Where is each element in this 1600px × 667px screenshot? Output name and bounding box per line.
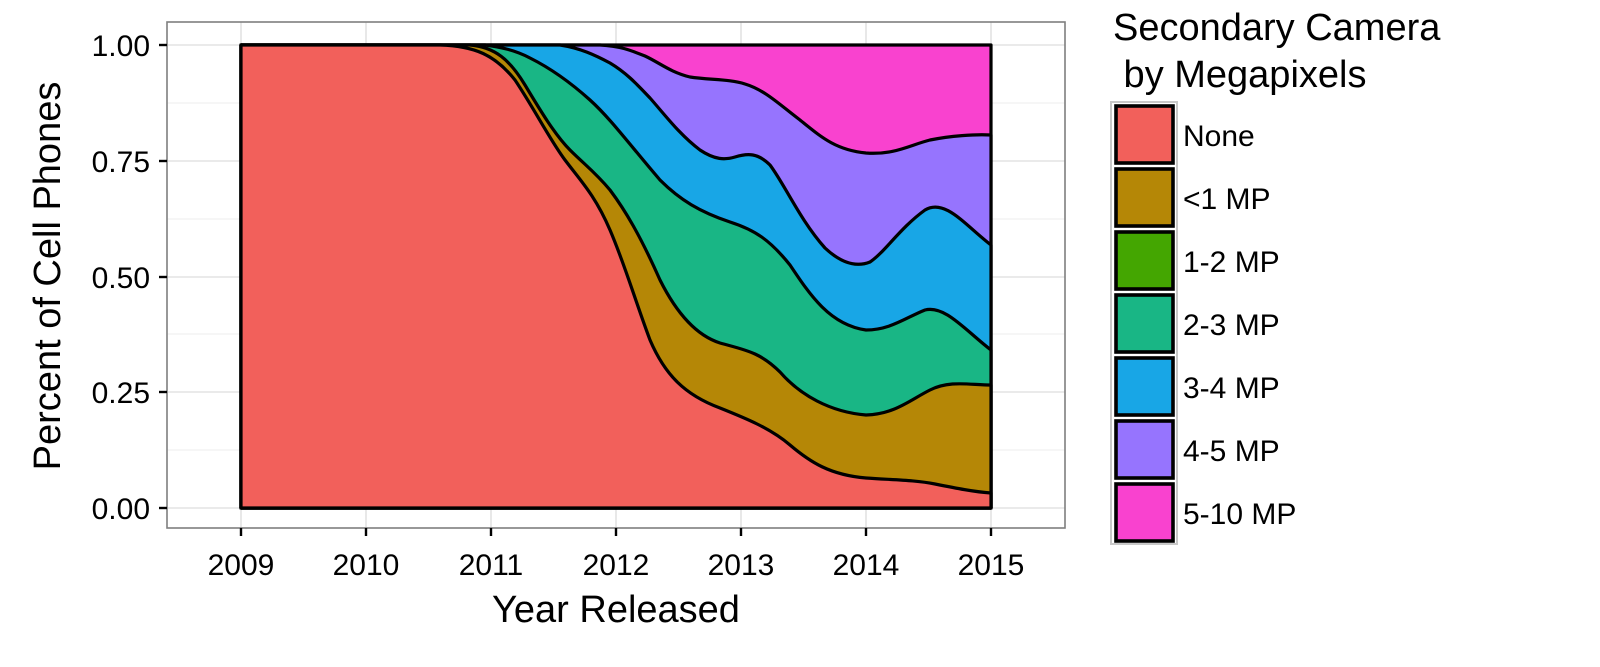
plot-panel xyxy=(166,21,1066,529)
legend-swatch-2-3mp xyxy=(1114,293,1175,354)
legend-title-line2: by Megapixels xyxy=(1113,54,1366,96)
legend-swatch-none xyxy=(1114,104,1175,165)
legend-label: 1-2 MP xyxy=(1183,246,1280,279)
legend-swatch-3-4mp xyxy=(1114,356,1175,417)
x-tick-label: 2009 xyxy=(208,549,275,582)
legend-title-line1: Secondary Camera xyxy=(1113,7,1441,49)
x-tick-label: 2010 xyxy=(333,549,400,582)
legend-label: 2-3 MP xyxy=(1183,309,1280,342)
legend-label: None xyxy=(1183,120,1255,153)
legend-swatch-5-10mp xyxy=(1114,482,1175,543)
legend-swatch-1-2mp xyxy=(1114,230,1175,291)
y-axis-title: Percent of Cell Phones xyxy=(27,82,69,471)
x-axis-ticks xyxy=(239,528,993,536)
area-none xyxy=(239,43,993,510)
legend-label: <1 MP xyxy=(1183,183,1271,216)
legend-swatch-lt1mp xyxy=(1114,167,1175,228)
y-tick-label: 0.00 xyxy=(92,493,150,526)
y-tick-label: 0.50 xyxy=(92,262,150,295)
x-tick-label: 2011 xyxy=(459,549,524,582)
legend-label: 3-4 MP xyxy=(1183,372,1280,405)
legend-keys xyxy=(1110,101,1178,545)
x-tick-label: 2015 xyxy=(958,549,1025,582)
legend-label: 4-5 MP xyxy=(1183,435,1280,468)
x-tick-label: 2013 xyxy=(708,549,775,582)
y-axis-ticks xyxy=(159,43,167,510)
y-axis: 1.00 0.75 0.50 0.25 0.00 Percent of Cell… xyxy=(27,30,167,526)
x-axis: 2009 2010 2011 2012 2013 2014 2015 Year … xyxy=(208,528,1025,631)
x-axis-title: Year Released xyxy=(492,589,740,631)
stacked-areas xyxy=(239,43,993,510)
y-tick-label: 0.75 xyxy=(92,146,150,179)
legend-label: 5-10 MP xyxy=(1183,498,1296,531)
legend: Secondary Camera by Megapixels None <1 M… xyxy=(1110,7,1441,545)
x-tick-label: 2012 xyxy=(583,549,650,582)
legend-swatch-4-5mp xyxy=(1114,419,1175,480)
y-tick-label: 1.00 xyxy=(92,30,150,63)
x-tick-label: 2014 xyxy=(833,549,900,582)
y-tick-label: 0.25 xyxy=(92,377,150,410)
